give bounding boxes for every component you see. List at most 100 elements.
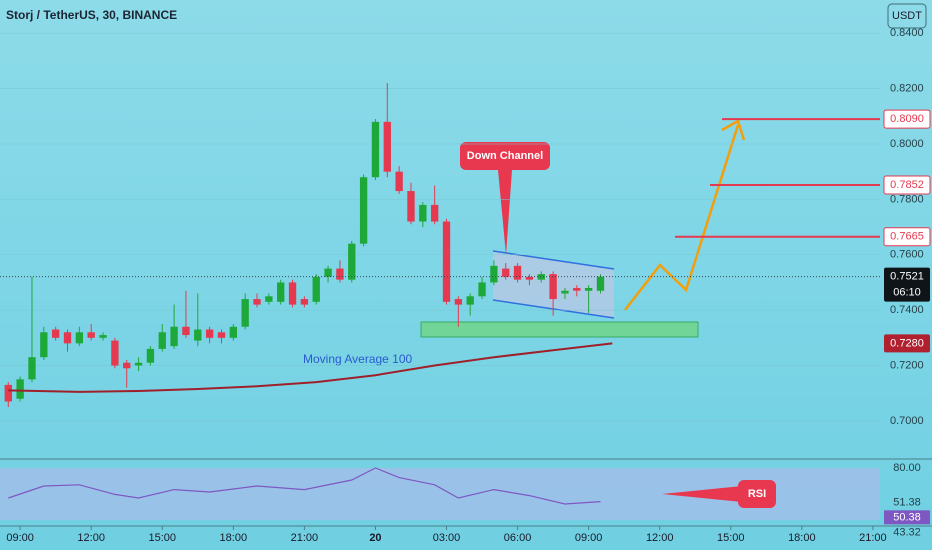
candle-body	[288, 282, 297, 305]
candle-body	[241, 299, 249, 327]
candle-body	[40, 332, 48, 358]
price-tag-label: 0.7852	[890, 179, 924, 191]
candle-body	[253, 299, 261, 305]
support-zone	[420, 321, 699, 338]
x-tick-label: 20	[369, 532, 381, 544]
candle-body	[134, 362, 143, 366]
candle-body	[549, 274, 557, 300]
candle-body	[312, 276, 320, 302]
channel-top	[492, 250, 615, 270]
rsi-tag-label: 51.38	[893, 496, 921, 508]
candle-body	[63, 332, 72, 344]
ma-tag	[884, 334, 930, 353]
candle-body	[4, 384, 12, 402]
ma-label: Moving Average 100	[303, 352, 413, 366]
candle-body	[277, 282, 285, 302]
rsi-pointer	[662, 486, 742, 502]
x-tick-label: 03:00	[433, 532, 461, 544]
channel-callout	[460, 142, 550, 170]
candle-body	[430, 204, 439, 222]
candle-body	[502, 268, 510, 277]
x-tick-label: 06:00	[504, 532, 532, 544]
candle-body	[158, 332, 166, 349]
y-tick-label: 0.8400	[890, 27, 924, 39]
x-tick-label: 18:00	[220, 532, 248, 544]
last-price-tag	[884, 267, 930, 302]
x-tick-label: 15:00	[717, 532, 745, 544]
candle-body	[490, 265, 498, 283]
price-tag	[883, 175, 931, 195]
candle-body	[229, 326, 237, 338]
x-tick-label: 09:00	[575, 532, 603, 544]
candle-body	[348, 243, 356, 280]
candle-body	[383, 121, 391, 172]
y-tick-label: 0.7400	[890, 304, 924, 316]
price-tag	[883, 109, 931, 129]
candle-body	[525, 276, 534, 280]
candle-body	[300, 299, 309, 305]
moving-average	[8, 342, 613, 393]
candle-body	[182, 326, 190, 336]
x-tick-label: 12:00	[646, 532, 674, 544]
x-tick-label: 09:00	[6, 532, 34, 544]
x-tick-label: 15:00	[148, 532, 176, 544]
candle-body	[371, 121, 380, 178]
rsi-tag-label: 43.32	[893, 526, 921, 538]
candle-body	[336, 268, 344, 280]
candle-body	[513, 265, 522, 280]
x-tick-label: 12:00	[77, 532, 105, 544]
rsi-tag-label: 50.38	[893, 511, 921, 523]
candle-body	[419, 204, 427, 222]
candle-body	[442, 221, 451, 302]
ma-tag-label: 0.7280	[890, 337, 924, 349]
candle-body	[395, 171, 403, 192]
candle-body	[596, 276, 605, 291]
projection-arrow	[624, 124, 740, 311]
candle-body	[537, 274, 545, 280]
candle-body	[146, 348, 155, 363]
rsi-label: RSI	[748, 488, 766, 500]
y-tick-label: 0.8000	[890, 138, 924, 150]
countdown: 06:10	[893, 287, 921, 299]
rsi-line	[8, 467, 601, 505]
arrow-head	[721, 119, 746, 141]
y-tick-label: 0.7000	[890, 415, 924, 427]
candle-body	[265, 296, 273, 302]
candle-body	[16, 379, 24, 399]
rsi-tag	[884, 510, 930, 525]
candle-body	[466, 296, 474, 305]
candle-body	[170, 326, 178, 347]
candle-body	[584, 287, 593, 291]
candle-body	[573, 287, 581, 291]
y-tick-label: 0.8200	[890, 83, 924, 95]
candle-body	[75, 332, 84, 344]
candle-body	[478, 282, 486, 297]
candle-body	[51, 329, 60, 338]
price-tag-label: 0.8090	[890, 113, 924, 125]
channel-label: Down Channel	[467, 150, 543, 162]
candle-body	[87, 332, 95, 338]
candle-body	[123, 362, 131, 369]
candle-body	[217, 332, 226, 338]
last-price-label: 0.7521	[890, 271, 924, 283]
y-tick-label: 0.7600	[890, 249, 924, 261]
candle-body	[359, 177, 368, 244]
y-tick-label: 0.7200	[890, 359, 924, 371]
currency-label[interactable]: USDT	[892, 10, 922, 22]
y-tick-label: 0.7800	[890, 193, 924, 205]
candle-body	[561, 290, 569, 294]
candle-body	[194, 329, 202, 341]
rsi-tag-label: 80.00	[893, 462, 921, 474]
rsi-callout	[738, 480, 776, 508]
price-tag-label: 0.7665	[890, 231, 924, 243]
currency-box[interactable]	[887, 3, 927, 29]
candle-body	[111, 340, 119, 366]
candle-body	[324, 268, 332, 277]
chart-title: Storj / TetherUS, 30, BINANCE	[6, 8, 177, 22]
price-tag	[883, 227, 931, 247]
x-tick-label: 21:00	[859, 532, 887, 544]
candle-body	[407, 191, 415, 222]
candle-body	[454, 299, 463, 305]
